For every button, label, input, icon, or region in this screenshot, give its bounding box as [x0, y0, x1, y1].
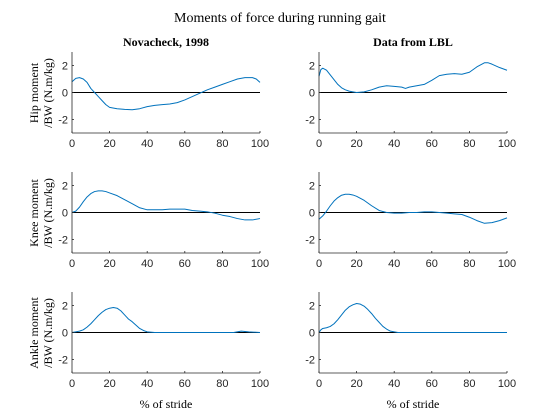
- hip-novacheck-y-tick-label: 0: [62, 88, 68, 100]
- hip-lbl-y-tick-label: -2: [305, 115, 315, 127]
- hip-novacheck-y-tick-label: 2: [62, 61, 68, 73]
- knee-lbl-y-tick-label: -2: [305, 235, 315, 247]
- ankle-lbl-x-tick-label: 80: [463, 378, 475, 390]
- hip-lbl-y-tick-label: 2: [309, 61, 315, 73]
- ankle-novacheck-x-tick-label: 0: [69, 378, 75, 390]
- knee-novacheck-y-tick-label: 0: [62, 208, 68, 220]
- knee-novacheck-subplot: 0 20 40 60 80 100-202: [58, 172, 269, 270]
- ankle-lbl-series-line: [318, 302, 507, 333]
- column-title-right: Data from LBL: [373, 35, 453, 49]
- hip-lbl-x-tick-label: 0: [316, 138, 322, 150]
- hip-novacheck-x-tick-label: 80: [216, 138, 228, 150]
- row-label-ankle-line2: /BW (N.m/kg): [41, 298, 55, 368]
- ankle-novacheck-series-line: [71, 307, 261, 333]
- ankle-lbl-y-tick-label: 2: [309, 301, 315, 313]
- ankle-lbl-subplot: 0 20 40 60 80 100-202: [305, 292, 516, 390]
- figure-title: Moments of force during running gait: [174, 11, 386, 26]
- knee-novacheck-x-tick-label: 20: [103, 258, 115, 270]
- ankle-lbl-x-tick-label: 0: [316, 378, 322, 390]
- row-label-knee: Knee moment /BW (N.m/kg): [27, 178, 55, 248]
- hip-lbl-y-tick-label: 0: [309, 88, 315, 100]
- ankle-novacheck-y-tick-label: -2: [58, 355, 68, 367]
- ankle-novacheck-x-tick-label: 60: [179, 378, 191, 390]
- ankle-novacheck-subplot: 0 20 40 60 80 100-202: [58, 292, 269, 390]
- ankle-lbl-y-tick-label: -2: [305, 355, 315, 367]
- row-label-hip-line1: Hip moment: [27, 62, 41, 123]
- hip-novacheck-x-tick-label: 20: [103, 138, 115, 150]
- hip-novacheck-subplot: 0 20 40 60 80 100-202: [58, 52, 269, 150]
- ankle-lbl-x-tick-label: 20: [350, 378, 362, 390]
- hip-lbl-x-tick-label: 100: [498, 138, 516, 150]
- hip-novacheck-x-tick-label: 0: [69, 138, 75, 150]
- column-title-left: Novacheck, 1998: [123, 35, 209, 49]
- ankle-lbl-x-tick-label: 100: [498, 378, 516, 390]
- ankle-novacheck-x-tick-label: 100: [251, 378, 269, 390]
- knee-lbl-subplot: 0 20 40 60 80 100-202: [305, 172, 516, 270]
- hip-novacheck-x-tick-label: 100: [251, 138, 269, 150]
- hip-lbl-x-tick-label: 60: [426, 138, 438, 150]
- knee-novacheck-x-tick-label: 40: [141, 258, 153, 270]
- knee-lbl-y-tick-label: 2: [309, 181, 315, 193]
- ankle-lbl-y-tick-label: 0: [309, 328, 315, 340]
- hip-novacheck-y-tick-label: -2: [58, 115, 68, 127]
- knee-lbl-series-line: [318, 193, 508, 224]
- ankle-lbl-x-tick-label: 60: [426, 378, 438, 390]
- hip-lbl-x-tick-label: 40: [388, 138, 400, 150]
- knee-novacheck-y-tick-label: 2: [62, 181, 68, 193]
- ankle-novacheck-y-tick-label: 0: [62, 328, 68, 340]
- knee-novacheck-x-tick-label: 0: [69, 258, 75, 270]
- row-label-ankle-line1: Ankle moment: [27, 297, 41, 369]
- knee-lbl-x-tick-label: 20: [350, 258, 362, 270]
- hip-novacheck-series-line: [71, 77, 261, 111]
- knee-lbl-x-tick-label: 0: [316, 258, 322, 270]
- hip-lbl-subplot: 0 20 40 60 80 100-202: [305, 52, 516, 150]
- ankle-novacheck-y-tick-label: 2: [62, 301, 68, 313]
- ankle-lbl-x-tick-label: 40: [388, 378, 400, 390]
- knee-lbl-x-tick-label: 100: [498, 258, 516, 270]
- knee-novacheck-y-tick-label: -2: [58, 235, 68, 247]
- knee-lbl-y-tick-label: 0: [309, 208, 315, 220]
- knee-novacheck-x-tick-label: 80: [216, 258, 228, 270]
- knee-novacheck-x-tick-label: 100: [251, 258, 269, 270]
- knee-lbl-x-tick-label: 80: [463, 258, 475, 270]
- hip-lbl-x-tick-label: 20: [350, 138, 362, 150]
- hip-novacheck-x-tick-label: 60: [179, 138, 191, 150]
- row-label-knee-line2: /BW (N.m/kg): [41, 178, 55, 248]
- knee-novacheck-x-tick-label: 60: [179, 258, 191, 270]
- hip-lbl-x-tick-label: 80: [463, 138, 475, 150]
- knee-novacheck-series-line: [71, 190, 261, 221]
- row-label-hip: Hip moment /BW (N.m/kg): [27, 58, 55, 128]
- x-axis-label-right: % of stride: [387, 397, 440, 411]
- knee-lbl-x-tick-label: 60: [426, 258, 438, 270]
- x-axis-label-left: % of stride: [140, 397, 193, 411]
- row-label-hip-line2: /BW (N.m/kg): [41, 58, 55, 128]
- knee-lbl-x-tick-label: 40: [388, 258, 400, 270]
- hip-novacheck-x-tick-label: 40: [141, 138, 153, 150]
- ankle-novacheck-x-tick-label: 80: [216, 378, 228, 390]
- ankle-novacheck-x-tick-label: 20: [103, 378, 115, 390]
- row-label-knee-line1: Knee moment: [27, 179, 41, 247]
- row-label-ankle: Ankle moment /BW (N.m/kg): [27, 297, 55, 369]
- hip-lbl-series-line: [318, 62, 508, 93]
- ankle-novacheck-x-tick-label: 40: [141, 378, 153, 390]
